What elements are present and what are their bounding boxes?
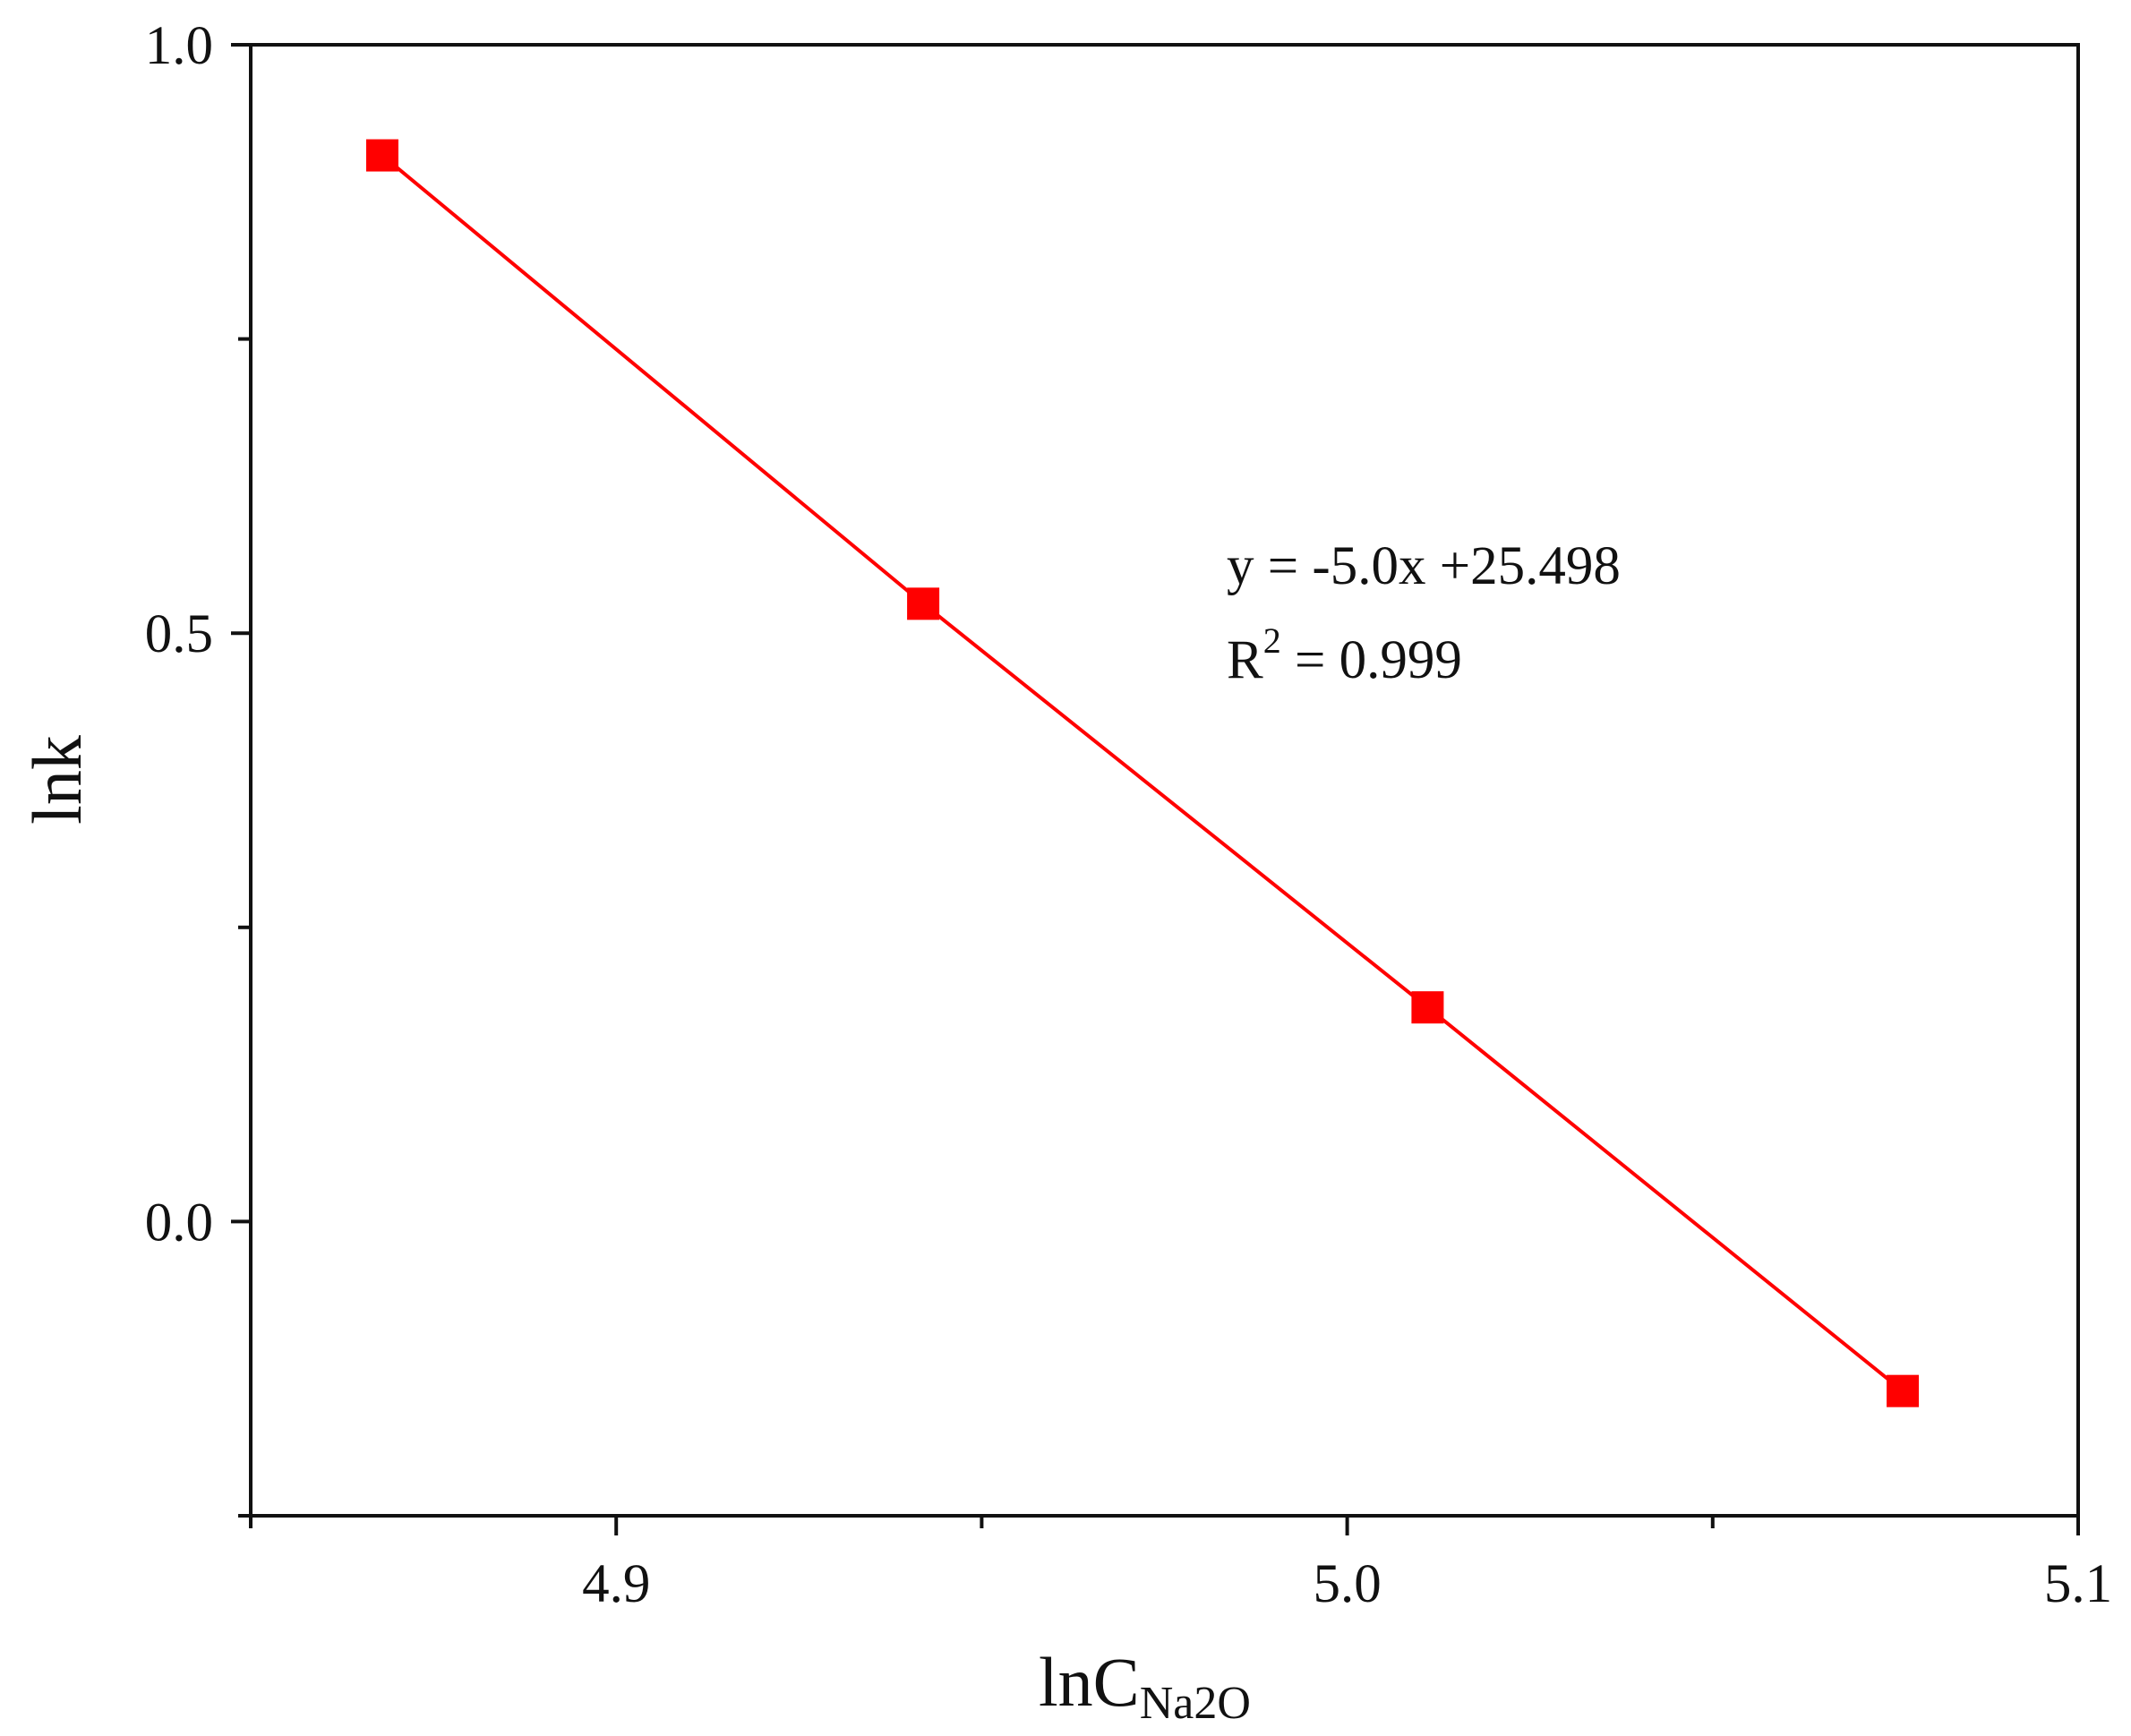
y-tick-label: 0.5: [145, 604, 213, 664]
x-tick-label: 5.0: [1313, 1554, 1381, 1614]
r-squared-text: R2 = 0.999: [1227, 620, 1462, 690]
data-point-marker: [1887, 1374, 1920, 1407]
series-line: [381, 154, 1904, 1393]
x-tick-label: 4.9: [582, 1554, 650, 1614]
r-squared-superscript: 2: [1263, 620, 1281, 661]
data-point-marker: [907, 587, 940, 620]
plot-frame: [249, 43, 2080, 1518]
r-squared-value: = 0.999: [1281, 630, 1462, 690]
axis-ticks: [231, 43, 2080, 1535]
y-axis-title: lnk: [18, 735, 96, 825]
x-axis-title-main: lnC: [1039, 1643, 1140, 1721]
y-tick-labels: 0.0 0.5 1.0: [145, 16, 213, 1253]
series-markers: [365, 139, 1920, 1407]
y-tick-label: 1.0: [145, 16, 213, 76]
y-tick-label: 0.0: [145, 1193, 213, 1253]
r-squared-label: R: [1227, 630, 1263, 690]
x-axis-title-subscript: Na2O: [1140, 1678, 1251, 1729]
x-axis-title: lnCNa2O: [1039, 1643, 1251, 1729]
equation-text: y = -5.0x +25.498: [1227, 536, 1621, 596]
x-tick-labels: 4.9 5.0 5.1: [582, 1554, 2112, 1614]
data-point-marker: [1411, 991, 1444, 1024]
x-tick-label: 5.1: [2044, 1554, 2112, 1614]
data-point-marker: [365, 139, 398, 172]
